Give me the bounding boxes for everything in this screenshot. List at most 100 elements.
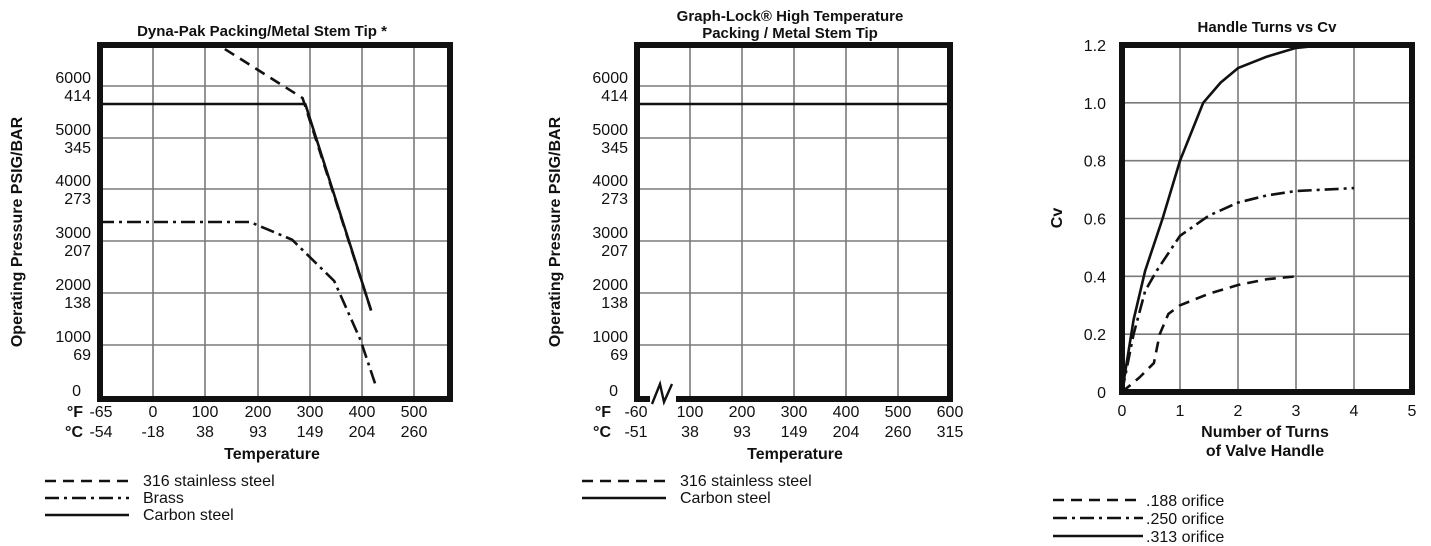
c1-ytick-bar-4: 138 (64, 295, 91, 312)
c1-xtick-c-3: 93 (249, 424, 267, 441)
c2-ytick-psig-3: 3000 (592, 225, 628, 242)
c1-legend-label-0: 316 stainless steel (143, 473, 275, 490)
c1-ytick-bar-0: 414 (64, 88, 91, 105)
c2-legend-label-0: 316 stainless steel (680, 473, 812, 490)
chart1-x-tick-labels: -65 0 100 200 300 400 500 -54 -18 38 93 149 204 260 (89, 404, 427, 441)
chart1-x-axis-label: Temperature (224, 446, 320, 463)
c2-xtick-f-3: 300 (781, 404, 808, 421)
c2-ytick-bar-3: 207 (601, 243, 628, 260)
c2-ytick-bar-2: 273 (601, 191, 628, 208)
c1-xtick-c-6: 260 (401, 424, 428, 441)
c2-ytick-bar-1: 345 (601, 140, 628, 157)
chart3-plot-frame (1119, 42, 1415, 395)
c1-xtick-f-4: 300 (297, 404, 324, 421)
c2-xtick-f-0: -60 (624, 404, 647, 421)
chart3-y-tick-labels: 1.2 1.0 0.8 0.6 0.4 0.2 0 (1084, 38, 1106, 402)
c2-xtick-c-5: 260 (885, 424, 912, 441)
c1-ytick-psig-5: 1000 (55, 329, 91, 346)
chart2-x-axis-label: Temperature (747, 446, 843, 463)
c3-ytick-2: 0.8 (1084, 154, 1106, 171)
chart3-title: Handle Turns vs Cv (1198, 19, 1338, 36)
c2-xtick-f-5: 500 (885, 404, 912, 421)
c2-xtick-c-3: 149 (781, 424, 808, 441)
chart2-unit-celsius: °C (593, 424, 611, 441)
c2-ytick-bar-5: 69 (610, 347, 628, 364)
c2-ytick-bar-0: 414 (601, 88, 628, 105)
c1-ytick-bar-5: 69 (73, 347, 91, 364)
c1-xtick-f-3: 200 (245, 404, 272, 421)
c3-legend-label-1: .250 orifice (1146, 511, 1224, 528)
c1-ytick-psig-1: 5000 (55, 122, 91, 139)
chart2-title-line2: Packing / Metal Stem Tip (702, 25, 878, 42)
c2-ytick-psig-1: 5000 (592, 122, 628, 139)
c3-ytick-3: 0.6 (1084, 212, 1106, 229)
c3-legend-label-2: .313 orifice (1146, 529, 1224, 546)
c1-ytick-bar-2: 273 (64, 191, 91, 208)
c1-xtick-c-2: 38 (196, 424, 214, 441)
c3-series-188-orifice (1121, 275, 1297, 393)
chart-handle-turns: Handle Turns vs Cv Cv 1.2 1.0 0.8 0.6 0.4 0 .2… (1049, 19, 1417, 546)
chart3-x-tick-labels: 0 1 2 3 4 5 (1118, 403, 1417, 420)
c1-ytick-psig-6: 0 (72, 383, 81, 400)
chart3-y-axis-label: Cv (1049, 208, 1066, 229)
c3-series-250-orifice (1120, 186, 1355, 393)
c2-ytick-psig-6: 0 (609, 383, 618, 400)
c2-ytick-psig-2: 4000 (592, 173, 628, 190)
chart3-x-axis-label-line1: Number of Turns (1201, 424, 1329, 441)
c1-xtick-c-4: 149 (297, 424, 324, 441)
c3-ytick-0: 1.2 (1084, 38, 1106, 55)
chart2-y-axis-label: Operating Pressure PSIG/BAR (547, 116, 564, 347)
c1-legend-label-2: Carbon steel (143, 507, 234, 524)
c3-xtick-5: 5 (1408, 403, 1417, 420)
c3-xtick-3: 3 (1292, 403, 1301, 420)
c2-ytick-psig-0: 6000 (592, 70, 628, 87)
c2-ytick-psig-4: 2000 (592, 277, 628, 294)
c3-legend-label-0: .188 orifice (1146, 493, 1224, 510)
c2-xtick-f-4: 400 (833, 404, 860, 421)
chart1-title: Dyna-Pak Packing/Metal Stem Tip * (137, 23, 387, 40)
c1-xtick-f-5: 400 (349, 404, 376, 421)
c3-ytick-6: 0 (1097, 385, 1106, 402)
c2-xtick-f-2: 200 (729, 404, 756, 421)
c1-xtick-c-5: 204 (349, 424, 376, 441)
c2-xtick-f-6: 600 (937, 404, 964, 421)
c3-ytick-1: 1.0 (1084, 96, 1106, 113)
c3-xtick-1: 1 (1176, 403, 1185, 420)
chart1-plot-frame (97, 42, 453, 402)
c1-series-316-stainless-steel (100, 43, 373, 311)
chart1-unit-celsius: °C (65, 424, 83, 441)
chart2-x-tick-labels: -60 100 200 300 400 500 600 -51 38 93 149 204 260 315 (624, 404, 963, 441)
chart3-gridlines (1122, 45, 1412, 392)
c1-ytick-psig-0: 6000 (55, 70, 91, 87)
chart1-y-axis-label: Operating Pressure PSIG/BAR (9, 116, 26, 347)
c1-xtick-f-0: -65 (89, 404, 112, 421)
c1-ytick-psig-4: 2000 (55, 277, 91, 294)
c1-xtick-f-2: 100 (192, 404, 219, 421)
c1-xtick-c-0: -54 (89, 424, 112, 441)
chart2-title-line1: Graph-Lock® High Temperature (677, 8, 904, 25)
c2-ytick-bar-4: 138 (601, 295, 628, 312)
c1-ytick-bar-1: 345 (64, 140, 91, 157)
c1-series-carbon-steel (100, 102, 373, 311)
chart1-series (100, 43, 378, 388)
c1-xtick-c-1: -18 (141, 424, 164, 441)
c2-legend-label-1: Carbon steel (680, 490, 771, 507)
c3-xtick-2: 2 (1234, 403, 1243, 420)
c1-xtick-f-6: 500 (401, 404, 428, 421)
c2-ytick-psig-5: 1000 (592, 329, 628, 346)
c1-ytick-bar-3: 207 (64, 243, 91, 260)
c2-xtick-c-1: 38 (681, 424, 699, 441)
c2-xtick-f-1: 100 (677, 404, 704, 421)
c1-ytick-psig-3: 3000 (55, 225, 91, 242)
c2-xtick-c-6: 315 (937, 424, 964, 441)
c2-xtick-c-4: 204 (833, 424, 860, 441)
chart1-unit-fahrenheit: °F (67, 404, 83, 421)
chart3-x-axis-label-line2: of Valve Handle (1206, 443, 1324, 460)
chart2-plot-frame (634, 42, 953, 402)
c3-ytick-4: 0.4 (1084, 269, 1106, 286)
